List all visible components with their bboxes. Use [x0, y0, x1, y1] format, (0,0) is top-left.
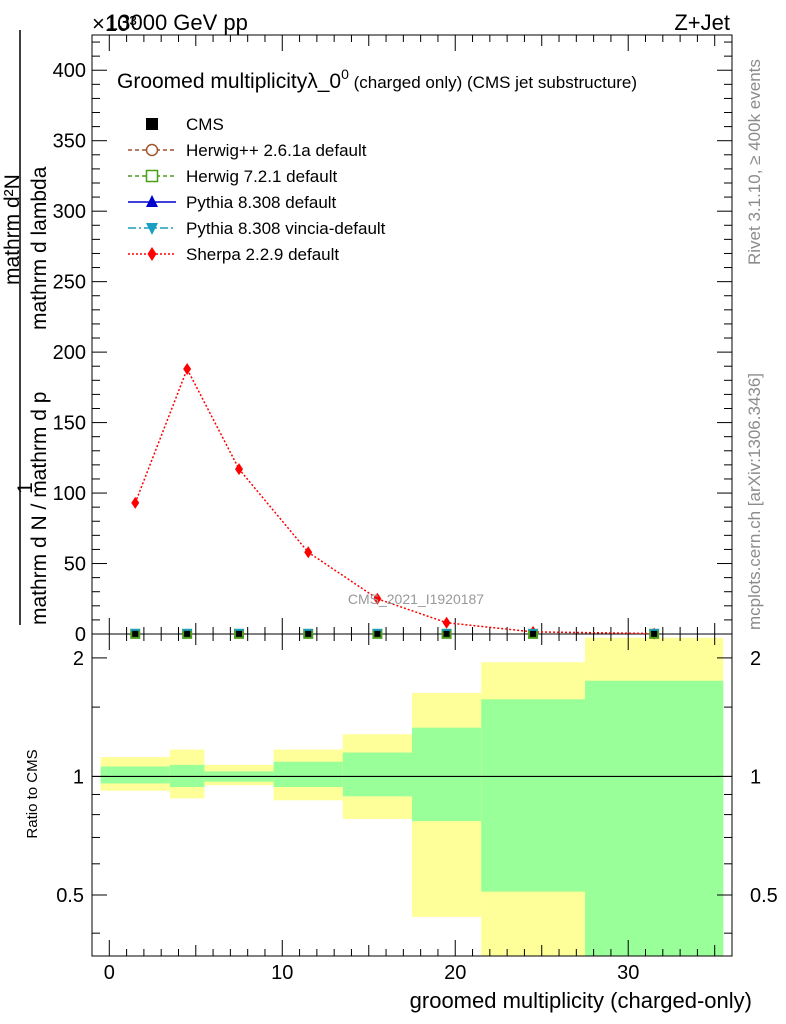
legend-entry: Sherpa 2.2.9 default — [128, 245, 339, 264]
cms-point — [530, 630, 537, 637]
x-tick-label: 20 — [444, 962, 466, 984]
legend-marker-diamond — [147, 247, 157, 261]
watermark: CMS_2021_I1920187 — [348, 591, 484, 607]
legend-title: Groomed multiplicityλ_00 (charged only) … — [117, 66, 637, 93]
ratio-bands — [100, 637, 724, 956]
sherpa-point — [131, 496, 140, 509]
y-tick-label: 400 — [53, 60, 86, 82]
cms-point — [236, 630, 243, 637]
legend-marker-circle — [145, 143, 159, 157]
legend-entry: Herwig++ 2.6.1a default — [128, 141, 367, 160]
y-tick-label: 350 — [53, 131, 86, 153]
ylabel-numerator: mathrm d²N — [1, 174, 24, 285]
legend-label: Pythia 8.308 vincia-default — [186, 219, 386, 238]
cms-point — [443, 630, 450, 637]
legend-label: Herwig 7.2.1 default — [186, 167, 337, 186]
energy-label: 13000 GeV pp — [106, 10, 248, 35]
legend: Groomed multiplicityλ_00 (charged only) … — [117, 66, 637, 264]
cms-point — [132, 630, 139, 637]
legend-entry: Herwig 7.2.1 default — [128, 167, 337, 186]
x-tick-label: 30 — [617, 962, 639, 984]
ratio-band-inner — [481, 699, 585, 892]
legend-marker-cms — [146, 118, 158, 130]
exponent-label: ×10³ — [92, 11, 137, 36]
ratio-y-tick-label: 0.5 — [56, 885, 84, 907]
legend-label: Pythia 8.308 default — [186, 193, 337, 212]
ratio-y-tick-label: 2 — [73, 648, 84, 670]
ratio-y-tick-label-right: 0.5 — [750, 885, 778, 907]
y-tick-label: 50 — [64, 554, 86, 576]
ratio-y-tick-label-right: 1 — [750, 766, 761, 788]
ratio-y-axis-label: Ratio to CMS — [24, 749, 41, 838]
x-axis-label: groomed multiplicity (charged-only) — [410, 988, 752, 1013]
ratio-band-inner — [273, 761, 343, 788]
ratio-band-inner — [342, 752, 412, 797]
x-tick-label: 10 — [271, 962, 293, 984]
legend-marker-triangle-down — [146, 223, 158, 235]
sherpa-point — [442, 616, 451, 629]
legend-entry: Pythia 8.308 vincia-default — [128, 219, 386, 238]
legend-marker-square — [145, 169, 159, 183]
ylabel-denominator: mathrm d N / mathrm d p — [28, 392, 51, 625]
main-y-axis-label: 1 mathrm d²N mathrm d lambda mathrm d N … — [1, 30, 51, 625]
legend-title-tail: (charged only) (CMS jet substructure) — [349, 73, 637, 92]
sherpa-point — [304, 546, 313, 559]
ratio-y-tick-label-right: 2 — [750, 648, 761, 670]
legend-label: CMS — [186, 115, 224, 134]
y-tick-label: 0 — [75, 624, 86, 646]
ratio-plot-frame — [91, 633, 733, 957]
legend-entry: Pythia 8.308 default — [128, 193, 337, 212]
mcplots-label: mcplots.cern.ch [arXiv:1306.3436] — [745, 373, 764, 630]
legend-entries: CMS Herwig++ 2.6.1a default Herwig 7.2.1 d… — [128, 115, 386, 264]
x-tick-label: 0 — [104, 962, 115, 984]
y-tick-label: 150 — [53, 413, 86, 435]
sherpa-point — [235, 463, 244, 476]
ratio-band-inner — [100, 766, 170, 784]
cms-point — [651, 630, 658, 637]
y-tick-label: 100 — [53, 483, 86, 505]
ratio-axes: 0.5 0.51 12 20 10 20 30 — [56, 634, 778, 984]
sherpa-point — [183, 363, 192, 376]
legend-entry: CMS — [146, 115, 224, 134]
rivet-label: Rivet 3.1.10, ≥ 400k events — [745, 59, 764, 265]
main-axes: 0 50 100 150 200 250 300 350 400 — [53, 35, 732, 646]
ylabel-middle: mathrm d lambda — [28, 166, 51, 330]
legend-label: Sherpa 2.2.9 default — [186, 245, 339, 264]
y-tick-label: 250 — [53, 272, 86, 294]
legend-title-sup: 0 — [341, 66, 349, 82]
legend-title-main: Groomed multiplicityλ_0 — [117, 70, 341, 93]
process-label: Z+Jet — [674, 10, 730, 35]
cms-point — [374, 630, 381, 637]
ylabel-one: 1 — [14, 482, 37, 494]
sherpa-line — [134, 367, 655, 635]
y-tick-label: 300 — [53, 201, 86, 223]
sherpa-point — [373, 592, 382, 605]
cms-point — [305, 630, 312, 637]
cms-point — [184, 630, 191, 637]
legend-label: Herwig++ 2.6.1a default — [186, 141, 367, 160]
ratio-band-inner — [584, 680, 724, 956]
ratio-y-tick-label: 1 — [73, 766, 84, 788]
y-tick-label: 200 — [53, 342, 86, 364]
series-layer — [130, 363, 660, 640]
legend-marker-triangle-up — [146, 195, 158, 207]
ratio-band-inner — [412, 727, 482, 822]
